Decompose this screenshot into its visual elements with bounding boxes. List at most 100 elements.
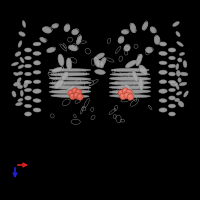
Ellipse shape [52, 67, 62, 73]
Ellipse shape [51, 94, 89, 98]
Ellipse shape [142, 22, 148, 30]
Ellipse shape [17, 72, 23, 75]
Circle shape [126, 89, 132, 96]
Ellipse shape [24, 80, 28, 88]
Ellipse shape [159, 42, 167, 46]
Ellipse shape [25, 112, 31, 116]
Ellipse shape [33, 42, 41, 46]
Ellipse shape [177, 42, 183, 46]
Ellipse shape [183, 61, 187, 67]
Circle shape [127, 90, 130, 93]
Ellipse shape [25, 56, 31, 60]
Circle shape [118, 90, 125, 96]
Ellipse shape [55, 80, 63, 88]
Ellipse shape [118, 37, 124, 43]
Ellipse shape [25, 96, 31, 100]
Ellipse shape [33, 99, 41, 102]
Ellipse shape [178, 101, 184, 107]
Ellipse shape [150, 27, 156, 33]
Ellipse shape [49, 85, 91, 89]
Ellipse shape [110, 73, 150, 76]
Ellipse shape [170, 82, 178, 86]
Circle shape [77, 94, 83, 100]
Ellipse shape [121, 30, 129, 34]
Ellipse shape [125, 85, 133, 95]
Ellipse shape [14, 72, 18, 76]
Ellipse shape [159, 51, 167, 55]
Ellipse shape [124, 45, 130, 51]
Ellipse shape [176, 31, 180, 37]
Ellipse shape [169, 88, 175, 92]
Ellipse shape [18, 65, 24, 69]
Circle shape [73, 89, 76, 91]
Ellipse shape [109, 77, 151, 81]
Circle shape [69, 93, 76, 100]
Ellipse shape [169, 96, 175, 100]
Ellipse shape [100, 58, 106, 66]
Ellipse shape [25, 64, 31, 68]
Ellipse shape [49, 81, 91, 85]
Ellipse shape [76, 36, 82, 44]
Ellipse shape [40, 38, 46, 42]
Ellipse shape [95, 70, 105, 74]
Ellipse shape [159, 80, 167, 84]
Circle shape [127, 94, 134, 100]
Ellipse shape [22, 21, 26, 27]
Circle shape [129, 95, 131, 97]
Ellipse shape [176, 84, 179, 89]
Ellipse shape [159, 108, 167, 112]
Circle shape [124, 89, 126, 91]
Ellipse shape [159, 89, 167, 93]
Ellipse shape [19, 32, 25, 36]
Ellipse shape [175, 98, 180, 102]
Ellipse shape [49, 69, 91, 71]
Ellipse shape [126, 60, 136, 68]
Ellipse shape [16, 102, 22, 106]
Circle shape [75, 93, 77, 96]
Ellipse shape [169, 56, 175, 60]
Ellipse shape [136, 54, 142, 66]
Ellipse shape [69, 45, 77, 51]
Ellipse shape [139, 78, 143, 90]
Ellipse shape [130, 23, 136, 33]
Ellipse shape [49, 90, 91, 94]
Ellipse shape [109, 81, 151, 85]
Ellipse shape [20, 57, 24, 63]
Ellipse shape [24, 88, 32, 92]
Ellipse shape [169, 72, 175, 76]
Ellipse shape [168, 80, 176, 84]
Ellipse shape [178, 78, 181, 82]
Ellipse shape [94, 57, 100, 67]
Ellipse shape [184, 91, 188, 97]
Ellipse shape [159, 61, 167, 65]
Ellipse shape [154, 36, 160, 44]
Ellipse shape [51, 73, 89, 76]
Ellipse shape [12, 91, 16, 97]
Ellipse shape [109, 90, 151, 94]
Ellipse shape [168, 48, 176, 52]
Ellipse shape [24, 104, 32, 108]
Ellipse shape [180, 72, 188, 76]
Circle shape [122, 88, 129, 94]
Ellipse shape [33, 61, 41, 65]
Circle shape [125, 93, 128, 96]
Circle shape [73, 92, 80, 99]
Ellipse shape [14, 82, 20, 86]
Ellipse shape [146, 47, 152, 53]
Ellipse shape [96, 53, 104, 59]
Circle shape [71, 94, 73, 97]
Ellipse shape [25, 72, 31, 76]
Ellipse shape [62, 72, 68, 80]
Ellipse shape [179, 52, 185, 56]
Circle shape [78, 95, 81, 97]
Ellipse shape [176, 92, 182, 95]
Ellipse shape [109, 86, 151, 89]
Ellipse shape [24, 80, 32, 84]
Ellipse shape [97, 60, 103, 68]
Ellipse shape [12, 62, 18, 66]
Ellipse shape [64, 25, 70, 31]
Ellipse shape [176, 70, 180, 76]
Ellipse shape [17, 78, 21, 82]
Circle shape [69, 91, 72, 93]
Ellipse shape [18, 98, 23, 102]
